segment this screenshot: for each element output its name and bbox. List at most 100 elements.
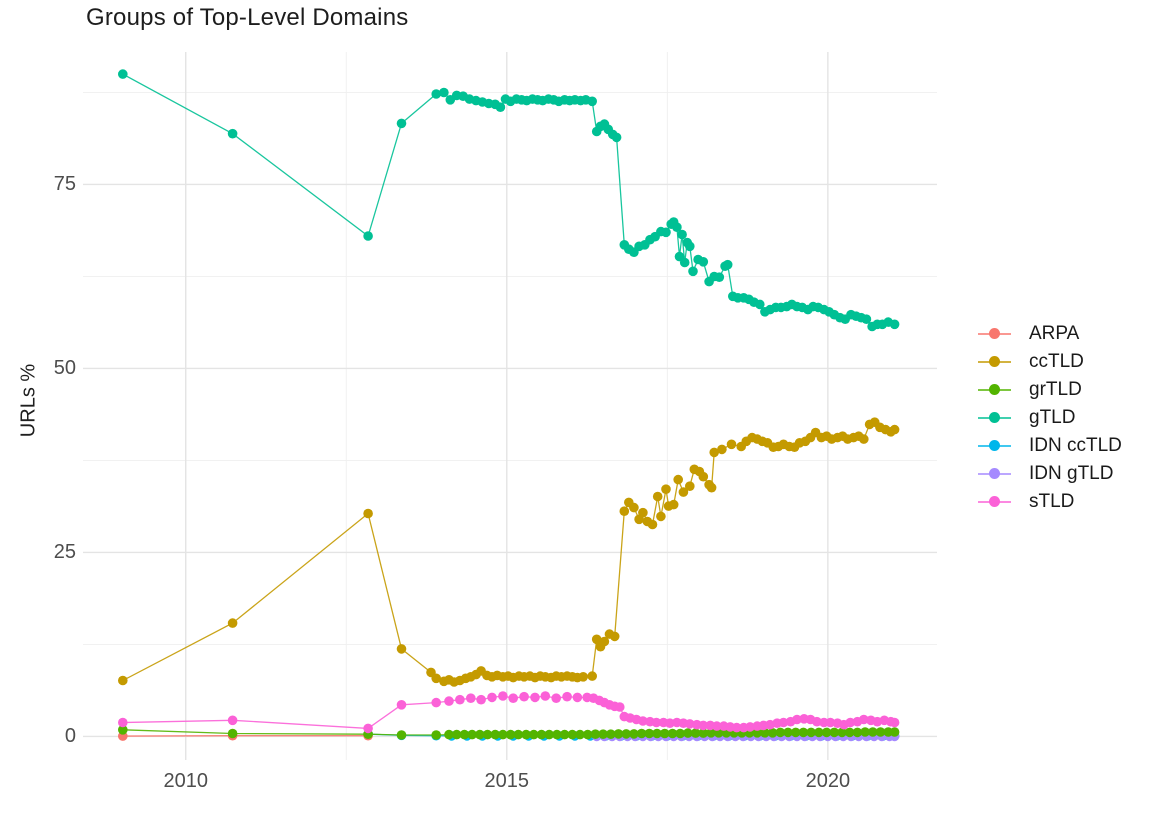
legend-item-idn-gtld: IDN gTLD xyxy=(978,460,1122,488)
data-point-stld xyxy=(859,714,869,725)
data-point-grtld xyxy=(760,728,770,738)
data-point-grtld xyxy=(451,729,462,740)
data-point-grtld xyxy=(606,729,616,739)
data-point-cctld xyxy=(363,508,373,519)
data-point-grtld xyxy=(683,728,693,738)
data-point-grtld xyxy=(798,727,809,738)
data-point-cctld xyxy=(652,491,663,502)
data-point-stld xyxy=(665,718,675,728)
data-point-stld xyxy=(745,722,755,732)
data-point-stld xyxy=(845,717,856,728)
data-point-grtld xyxy=(521,729,531,740)
data-point-grtld xyxy=(482,729,493,740)
data-point-stld xyxy=(498,691,508,701)
data-point-cctld xyxy=(647,519,658,530)
data-point-gtld xyxy=(661,227,671,238)
data-point-cctld xyxy=(889,424,900,435)
data-point-grtld xyxy=(752,728,762,738)
data-point-grtld xyxy=(227,728,238,739)
data-point-grtld xyxy=(636,728,647,739)
data-point-cctld xyxy=(431,673,442,684)
data-point-grtld xyxy=(575,729,585,740)
data-point-cctld xyxy=(709,447,719,458)
data-point-gtld xyxy=(755,299,765,310)
data-point-grtld xyxy=(675,728,685,739)
legend-label: gTLD xyxy=(1029,407,1076,428)
data-point-gtld xyxy=(495,102,506,112)
data-point-gtld xyxy=(363,231,373,241)
legend-dot-icon xyxy=(989,468,1000,479)
legend-label: IDN ccTLD xyxy=(1029,435,1122,456)
data-point-grtld xyxy=(613,729,624,739)
data-point-stld xyxy=(825,717,836,728)
data-point-stld xyxy=(466,693,476,703)
x-tick-label: 2020 xyxy=(805,770,851,792)
data-point-cctld xyxy=(227,618,238,628)
data-point-grtld xyxy=(790,727,801,738)
data-point-grtld xyxy=(118,725,128,735)
data-point-grtld xyxy=(690,728,701,738)
legend-marker-icon xyxy=(978,327,1011,341)
data-point-grtld xyxy=(431,730,442,740)
data-point-grtld xyxy=(806,727,816,738)
legend-item-gtld: gTLD xyxy=(978,404,1122,432)
data-point-stld xyxy=(651,717,662,728)
data-point-gtld xyxy=(439,87,449,98)
data-point-gtld xyxy=(698,257,709,267)
data-point-cctld xyxy=(661,484,671,495)
data-point-stld xyxy=(487,692,497,703)
data-point-stld xyxy=(685,719,695,729)
data-point-gtld xyxy=(679,257,690,268)
legend-item-stld: sTLD xyxy=(978,488,1122,516)
data-point-stld xyxy=(778,717,789,728)
data-point-cctld xyxy=(706,482,717,493)
data-point-cctld xyxy=(591,634,602,645)
legend-marker-icon xyxy=(978,411,1011,425)
y-tick-label: 75 xyxy=(53,173,76,196)
data-point-grtld xyxy=(559,729,570,740)
legend-dot-icon xyxy=(989,328,1000,339)
data-point-stld xyxy=(455,694,465,705)
data-point-grtld xyxy=(590,729,601,739)
legend-dot-icon xyxy=(989,496,1000,507)
data-point-stld xyxy=(227,715,238,726)
data-point-grtld xyxy=(644,728,655,739)
data-point-grtld xyxy=(814,727,824,738)
data-point-cctld xyxy=(118,675,128,686)
data-point-cctld xyxy=(609,631,620,642)
data-point-gtld xyxy=(685,241,695,252)
data-point-stld xyxy=(476,694,486,705)
data-point-grtld xyxy=(498,729,508,740)
data-point-gtld xyxy=(227,128,238,139)
data-point-grtld xyxy=(490,729,501,740)
x-tick-label: 2010 xyxy=(163,770,208,792)
data-point-grtld xyxy=(852,727,863,738)
chart-title: Groups of Top-Level Domains xyxy=(86,4,409,31)
data-point-grtld xyxy=(775,727,786,738)
data-point-cctld xyxy=(396,644,407,654)
data-point-grtld xyxy=(821,727,832,738)
legend-dot-icon xyxy=(989,356,1000,367)
data-point-grtld xyxy=(698,728,709,738)
legend-dot-icon xyxy=(989,384,1000,395)
data-point-grtld xyxy=(475,729,485,740)
data-point-stld xyxy=(363,723,373,734)
data-point-stld xyxy=(712,721,722,731)
data-point-stld xyxy=(615,702,625,712)
data-point-stld xyxy=(396,700,407,710)
data-point-grtld xyxy=(875,727,886,737)
legend-item-arpa: ARPA xyxy=(978,320,1122,348)
data-point-grtld xyxy=(513,729,524,740)
data-point-grtld xyxy=(396,730,407,740)
data-point-cctld xyxy=(638,507,648,518)
data-point-grtld xyxy=(868,727,878,737)
data-point-grtld xyxy=(767,728,778,738)
legend-label: sTLD xyxy=(1029,491,1075,512)
data-point-grtld xyxy=(467,729,477,740)
data-point-cctld xyxy=(678,487,689,497)
data-point-stld xyxy=(638,716,648,726)
data-point-grtld xyxy=(505,729,516,740)
data-point-gtld xyxy=(889,319,900,330)
